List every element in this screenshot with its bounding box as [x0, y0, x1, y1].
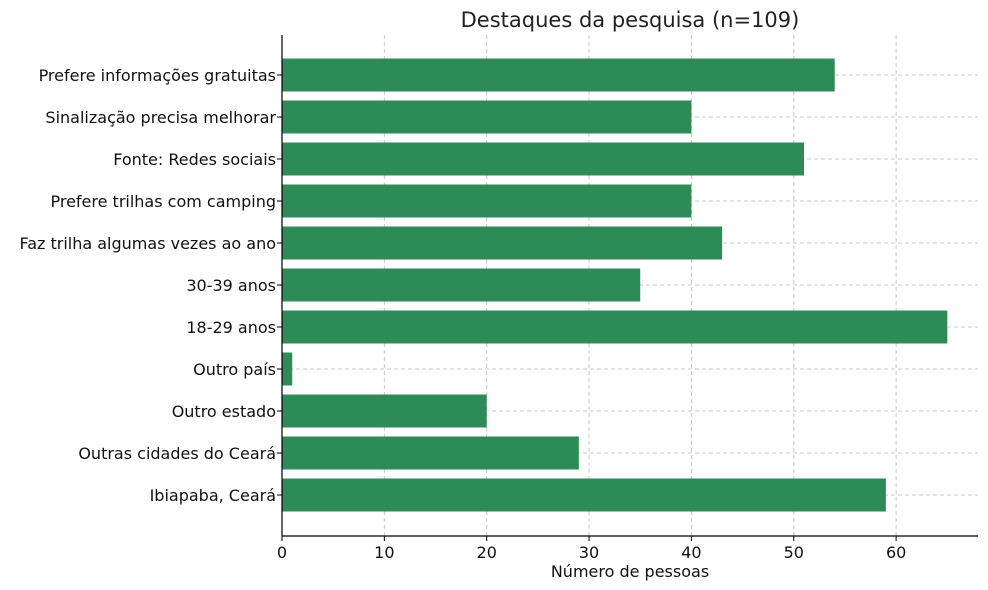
x-tick-label: 30 [579, 543, 599, 562]
bar [282, 184, 692, 218]
bar [282, 268, 641, 302]
y-tick-labels: Ibiapaba, Ceará Outras cidades do Ceará Ou… [19, 66, 282, 505]
bar [282, 310, 948, 344]
chart-title: Destaques da pesquisa (n=109) [461, 8, 800, 32]
y-tick-label: Outro estado [172, 402, 276, 421]
y-tick-label: 30-39 anos [186, 276, 276, 295]
x-tick-label: 0 [277, 543, 287, 562]
y-tick-label: Sinalização precisa melhorar [45, 108, 276, 127]
bar [282, 394, 487, 428]
y-tick-label: Faz trilha algumas vezes ao ano [19, 234, 276, 253]
y-tick-label: Ibiapaba, Ceará [150, 486, 276, 505]
bar [282, 352, 293, 386]
bar [282, 436, 579, 470]
bar [282, 226, 723, 260]
y-tick-label: Outras cidades do Ceará [78, 444, 276, 463]
bar [282, 478, 886, 512]
x-tick-label: 40 [681, 543, 701, 562]
x-tick-label: 50 [784, 543, 804, 562]
x-tick-label: 60 [886, 543, 906, 562]
x-axis-label: Número de pessoas [551, 562, 709, 581]
bar [282, 58, 835, 92]
y-tick-label: Prefere informações gratuitas [39, 66, 276, 85]
bar [282, 100, 692, 134]
x-tick-labels: 0 10 20 30 40 50 60 [277, 536, 906, 562]
y-tick-label: Fonte: Redes sociais [113, 150, 276, 169]
x-tick-label: 10 [374, 543, 394, 562]
y-tick-label: Outro país [193, 360, 276, 379]
y-tick-label: Prefere trilhas com camping [50, 192, 276, 211]
y-tick-label: 18-29 anos [186, 318, 276, 337]
x-tick-label: 20 [477, 543, 497, 562]
bars [282, 58, 948, 512]
bar [282, 142, 804, 176]
